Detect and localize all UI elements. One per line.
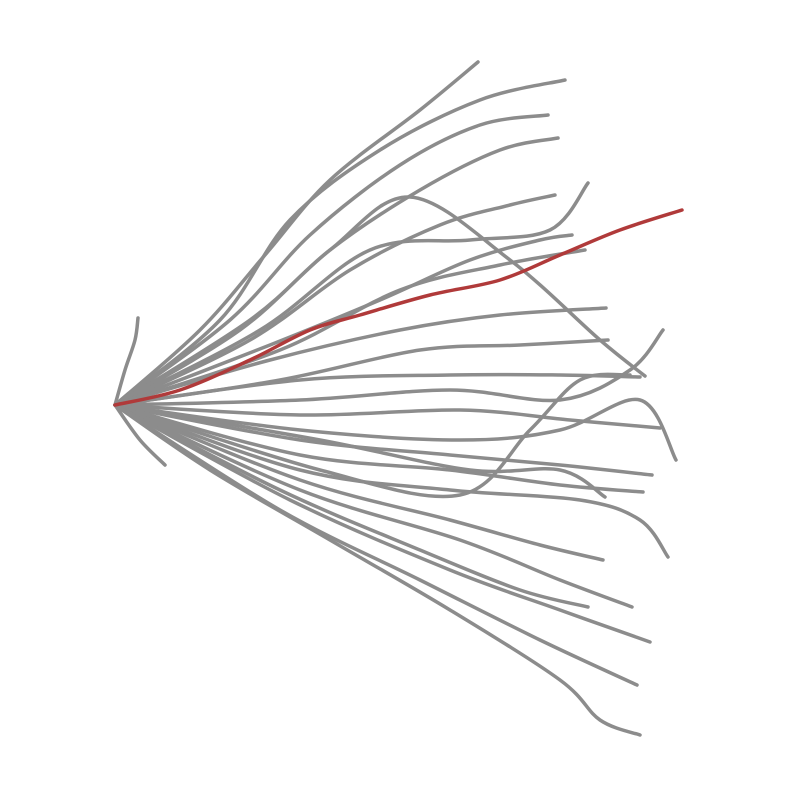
line xyxy=(113,306,608,407)
line xyxy=(113,403,605,562)
line xyxy=(113,372,642,407)
line xyxy=(113,403,654,477)
line xyxy=(113,403,642,737)
line xyxy=(113,403,634,609)
line xyxy=(113,403,639,687)
line xyxy=(113,248,587,407)
line xyxy=(113,113,550,407)
line xyxy=(113,195,647,407)
line xyxy=(113,403,167,467)
line xyxy=(113,78,567,407)
line xyxy=(113,403,607,499)
line xyxy=(113,193,557,407)
line xyxy=(113,372,632,499)
line xyxy=(113,181,590,407)
line xyxy=(113,403,645,494)
line xyxy=(113,403,652,644)
line xyxy=(113,403,590,609)
line xyxy=(113,316,140,407)
line xyxy=(113,403,662,430)
line xyxy=(113,403,670,559)
line xyxy=(113,328,665,407)
line xyxy=(113,60,480,407)
line xyxy=(113,397,678,462)
line xyxy=(113,208,684,407)
